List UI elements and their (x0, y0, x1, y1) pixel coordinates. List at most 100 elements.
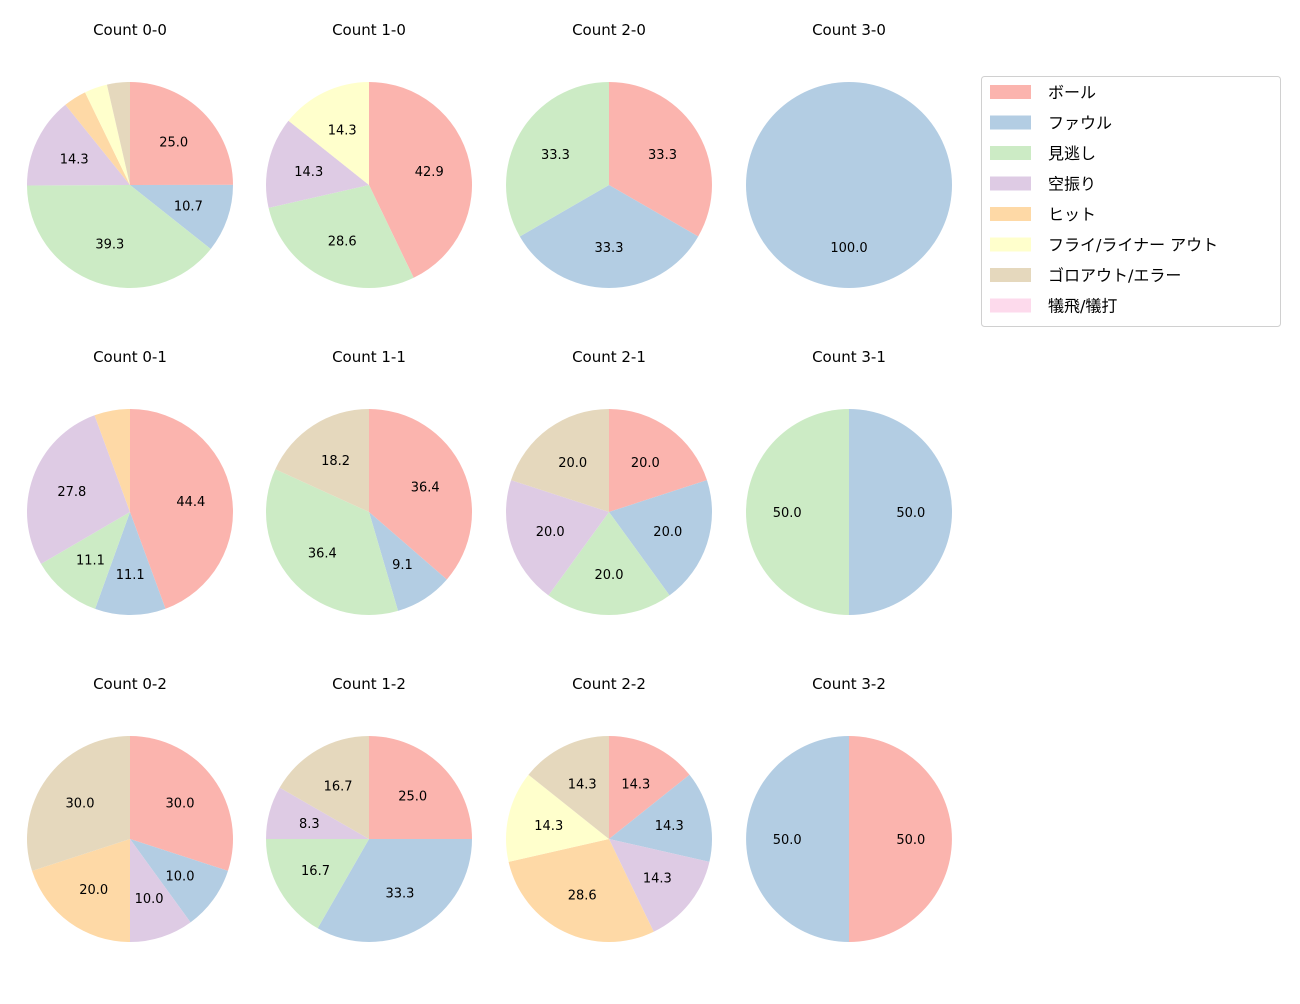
legend-swatch (990, 115, 1031, 130)
legend-swatch (990, 298, 1031, 313)
pie-slice (288, 82, 369, 185)
pie-slice (746, 736, 849, 942)
pie-slice (130, 184, 233, 249)
pie-slice (506, 774, 609, 862)
pie-slice (41, 512, 131, 609)
pie-title: Count 3-1 (812, 348, 886, 366)
pie-slice (26, 736, 130, 871)
slice-label: 100.0 (830, 241, 867, 256)
slice-label: 33.3 (648, 148, 677, 163)
slice-label: 8.3 (299, 817, 320, 832)
slice-label: 30.0 (166, 797, 195, 812)
slice-label: 14.3 (643, 872, 672, 887)
pie-title: Count 3-0 (812, 21, 886, 39)
pie-slice (369, 82, 473, 278)
slice-label: 50.0 (773, 506, 802, 521)
slice-label: 14.3 (60, 152, 89, 167)
pie-slice (548, 512, 670, 615)
legend-label: ボール (1048, 83, 1096, 102)
slice-label: 33.3 (541, 148, 570, 163)
pie-slice (94, 409, 130, 512)
pie-slice (266, 839, 369, 929)
pie-slice (609, 409, 707, 512)
legend-swatch (990, 237, 1031, 252)
pie-slice (27, 185, 211, 288)
legend-label: ファウル (1048, 114, 1112, 133)
slice-label: 14.3 (328, 123, 357, 138)
pie-slice (106, 82, 130, 185)
slice-label: 33.3 (385, 886, 414, 901)
pie-slice (519, 185, 699, 288)
slice-label: 16.7 (324, 780, 353, 795)
pie-slice (27, 104, 130, 186)
slice-label: 20.0 (631, 456, 660, 471)
slice-label: 11.1 (76, 553, 105, 568)
legend-swatch (990, 146, 1031, 160)
pie-title: Count 0-2 (93, 675, 167, 693)
slice-label: 28.6 (328, 235, 357, 250)
legend-label: ゴロアウト/エラー (1048, 266, 1181, 285)
pie-slice (369, 409, 473, 580)
slice-label: 16.7 (301, 864, 330, 879)
slice-label: 9.1 (392, 558, 413, 573)
pie-slice (32, 839, 130, 942)
slice-label: 30.0 (66, 797, 95, 812)
pie-title: Count 2-2 (572, 675, 646, 693)
legend-swatch (990, 268, 1031, 282)
slice-label: 20.0 (536, 525, 565, 540)
legend-label: ヒット (1048, 205, 1096, 224)
pie-title: Count 0-0 (93, 21, 167, 39)
slice-label: 36.4 (308, 546, 337, 561)
legend-swatch (990, 176, 1031, 191)
slice-label: 20.0 (79, 883, 108, 898)
pie-slice (130, 736, 234, 871)
legend-label: 犠飛/犠打 (1048, 297, 1117, 316)
slice-label: 50.0 (896, 506, 925, 521)
slice-label: 28.6 (568, 889, 597, 904)
pie-slice (609, 480, 712, 596)
pie-slice (511, 409, 609, 512)
slice-label: 25.0 (159, 135, 188, 150)
pie-title: Count 3-2 (812, 675, 886, 693)
pie-slice (95, 512, 166, 615)
legend-label: フライ/ライナー アウト (1048, 236, 1218, 255)
slice-label: 44.4 (176, 495, 205, 510)
pie-title: Count 0-1 (93, 348, 167, 366)
slice-label: 10.7 (174, 199, 203, 214)
pie-slice (65, 92, 130, 185)
pie-slice (369, 512, 447, 611)
pie-title: Count 1-1 (332, 348, 406, 366)
slice-label: 14.3 (621, 777, 650, 792)
slice-label: 42.9 (415, 165, 444, 180)
slice-label: 20.0 (595, 568, 624, 583)
pie-slice (609, 774, 712, 862)
pie-slice (27, 415, 130, 564)
pie-slice (506, 82, 609, 237)
slice-label: 33.3 (595, 241, 624, 256)
pie-slice (609, 839, 710, 932)
pie-slice (130, 409, 233, 609)
slice-label: 11.1 (116, 568, 145, 583)
pie-slice (609, 736, 690, 839)
legend-label: 見逃し (1048, 144, 1096, 163)
pie-slice (317, 839, 472, 943)
slice-label: 10.0 (135, 892, 164, 907)
pie-slice (506, 480, 609, 596)
pie-title: Count 2-1 (572, 348, 646, 366)
pie-slice (508, 839, 654, 943)
pie-slice (275, 409, 369, 512)
pie-slice (130, 82, 233, 185)
legend-swatch (990, 85, 1031, 99)
legend-frame (981, 76, 1281, 327)
pie-slice (265, 469, 399, 615)
slice-label: 50.0 (773, 833, 802, 848)
pie-slice (369, 736, 472, 839)
slice-label: 18.2 (321, 454, 350, 469)
pie-slice (528, 736, 609, 839)
legend-label: 空振り (1048, 175, 1096, 194)
pie-slice (849, 736, 952, 942)
pie-title: Count 1-2 (332, 675, 406, 693)
